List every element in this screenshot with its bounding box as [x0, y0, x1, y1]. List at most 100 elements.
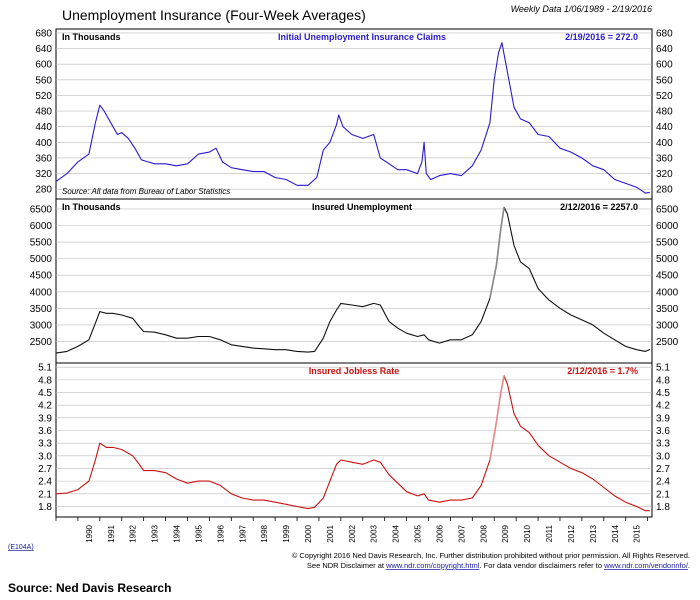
xtick-label: 2001 [326, 524, 335, 542]
ytick-right-rate: 2.7 [656, 464, 670, 475]
ytick-left-claims: 640 [35, 44, 52, 55]
ytick-left-claims: 600 [35, 60, 52, 71]
ytick-left-rate: 3.6 [38, 426, 52, 437]
ytick-right-rate: 3.3 [656, 439, 670, 450]
footer-source: Source: Ned Davis Research [8, 581, 171, 595]
ytick-right-rate: 3.0 [656, 451, 670, 462]
claims-unit-note: In Thousands [62, 32, 121, 42]
ytick-left-insured: 4500 [30, 271, 53, 282]
xtick-label: 1995 [194, 524, 203, 542]
xtick-label: 1999 [282, 524, 291, 542]
xtick-label: 2014 [611, 524, 620, 542]
xtick-label: 2015 [633, 524, 642, 542]
disclaimer-middle: . For data vendor disclaimers refer to [479, 561, 604, 570]
xtick-label: 2013 [589, 524, 598, 542]
ytick-left-insured: 6000 [30, 221, 53, 232]
ytick-right-claims: 600 [656, 60, 673, 71]
series-line-insured [55, 206, 651, 354]
ytick-left-rate: 5.1 [38, 363, 52, 374]
insured-series-title: Insured Unemployment [312, 202, 412, 212]
xtick-label: 1990 [85, 524, 94, 542]
ytick-right-insured: 3000 [656, 320, 679, 331]
ytick-right-claims: 640 [656, 44, 673, 55]
xtick-label: 2008 [479, 524, 488, 542]
ytick-right-rate: 4.2 [656, 401, 670, 412]
xtick-label: 2012 [567, 524, 576, 542]
ytick-right-rate: 5.1 [656, 363, 670, 374]
ytick-right-insured: 3500 [656, 304, 679, 315]
xtick-label: 1992 [129, 524, 138, 542]
xtick-label: 2009 [501, 524, 510, 542]
ytick-left-claims: 680 [35, 28, 52, 39]
series-peak-rate [489, 375, 505, 461]
ytick-left-rate: 3.3 [38, 439, 52, 450]
claims-source-note: Source: All data from Bureau of Labor St… [62, 187, 230, 196]
ytick-right-claims: 560 [656, 75, 673, 86]
series-peak-insured [489, 207, 505, 299]
rate-series-title: Insured Jobless Rate [309, 366, 400, 376]
disclaimer-prefix: See NDR Disclaimer at [307, 561, 386, 570]
xtick-label: 2000 [304, 524, 313, 542]
ytick-left-claims: 320 [35, 169, 52, 180]
ytick-right-insured: 5500 [656, 238, 679, 249]
panel-frame-insured [55, 198, 653, 364]
vendor-info-link[interactable]: www.ndr.com/vendorinfo/ [603, 561, 689, 570]
ytick-left-insured: 5500 [30, 238, 53, 249]
claims-last-value: 2/19/2016 = 272.0 [565, 32, 638, 42]
insured-last-value: 2/12/2016 = 2257.0 [560, 202, 638, 212]
xtick-label: 2003 [370, 524, 379, 542]
series-line-rate [55, 375, 650, 512]
ytick-left-rate: 2.4 [38, 477, 52, 488]
ytick-right-claims: 400 [656, 138, 673, 149]
chart-code: (E104A) [8, 544, 34, 551]
xtick-label: 2002 [348, 524, 357, 542]
date-range: Weekly Data 1/06/1989 - 2/19/2016 [511, 4, 652, 14]
ytick-left-claims: 360 [35, 153, 52, 164]
ytick-left-rate: 4.8 [38, 375, 52, 386]
xtick-label: 1993 [151, 524, 160, 542]
xtick-label: 1996 [216, 524, 225, 542]
grid-layer [56, 32, 652, 507]
xtick-label: 2004 [392, 524, 401, 542]
ytick-left-claims: 560 [35, 75, 52, 86]
ytick-right-claims: 680 [656, 28, 673, 39]
ytick-right-rate: 4.8 [656, 375, 670, 386]
ytick-right-insured: 2500 [656, 337, 679, 348]
copyright-link[interactable]: www.ndr.com/copyright.html [385, 561, 480, 570]
ytick-right-rate: 3.9 [656, 413, 670, 424]
ytick-right-rate: 3.6 [656, 426, 670, 437]
ytick-right-rate: 4.5 [656, 388, 670, 399]
ytick-right-insured: 4500 [656, 271, 679, 282]
ytick-left-rate: 3.9 [38, 413, 52, 424]
xtick-label: 2010 [523, 524, 532, 542]
ytick-left-insured: 5000 [30, 254, 53, 265]
xtick-label: 2011 [545, 524, 554, 542]
ytick-right-claims: 440 [656, 122, 673, 133]
xtick-label: 1997 [238, 524, 247, 542]
copyright-note: © Copyright 2016 Ned Davis Research, Inc… [292, 551, 690, 560]
ytick-left-insured: 6500 [30, 204, 53, 215]
ytick-left-rate: 4.5 [38, 388, 52, 399]
ytick-right-rate: 2.1 [656, 489, 670, 500]
ytick-right-claims: 360 [656, 153, 673, 164]
ytick-right-rate: 1.8 [656, 502, 670, 513]
ytick-right-claims: 320 [656, 169, 673, 180]
xtick-label: 1994 [173, 524, 182, 542]
series-line-claims [55, 42, 650, 194]
xtick-label: 2006 [435, 524, 444, 542]
xtick-label: 2005 [414, 524, 423, 542]
ytick-left-rate: 1.8 [38, 502, 52, 513]
xtick-label: 1991 [107, 524, 116, 542]
ytick-left-insured: 3500 [30, 304, 53, 315]
panel-frame-rate [55, 362, 653, 518]
ytick-right-claims: 520 [656, 91, 673, 102]
ytick-left-claims: 480 [35, 107, 52, 118]
tick-layer: 280 280 320 320 360 360 400 400 440 440 480 480 520 5… [30, 28, 679, 513]
ytick-left-claims: 520 [35, 91, 52, 102]
ytick-right-claims: 280 [656, 185, 673, 196]
ytick-right-insured: 6500 [656, 204, 679, 215]
insured-unit-note: In Thousands [62, 202, 121, 212]
ytick-left-rate: 2.7 [38, 464, 52, 475]
ytick-right-claims: 480 [656, 107, 673, 118]
